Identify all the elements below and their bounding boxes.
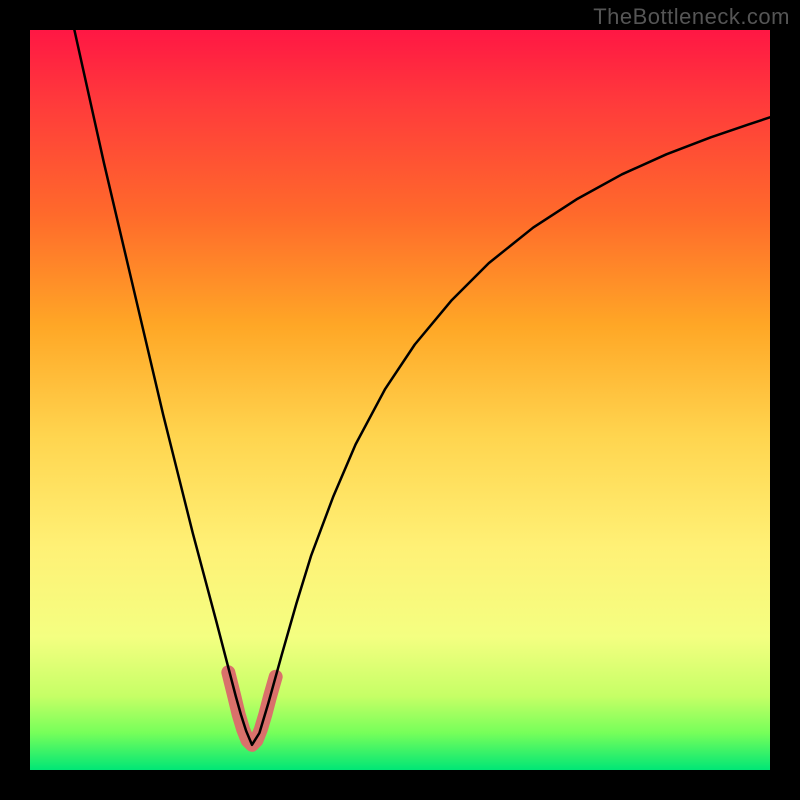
root-canvas: TheBottleneck.com <box>0 0 800 800</box>
bottleneck-curve <box>74 30 770 745</box>
marker-u-shape <box>228 672 275 745</box>
watermark-text: TheBottleneck.com <box>593 4 790 30</box>
curve-layer <box>30 30 770 770</box>
plot-area <box>30 30 770 770</box>
